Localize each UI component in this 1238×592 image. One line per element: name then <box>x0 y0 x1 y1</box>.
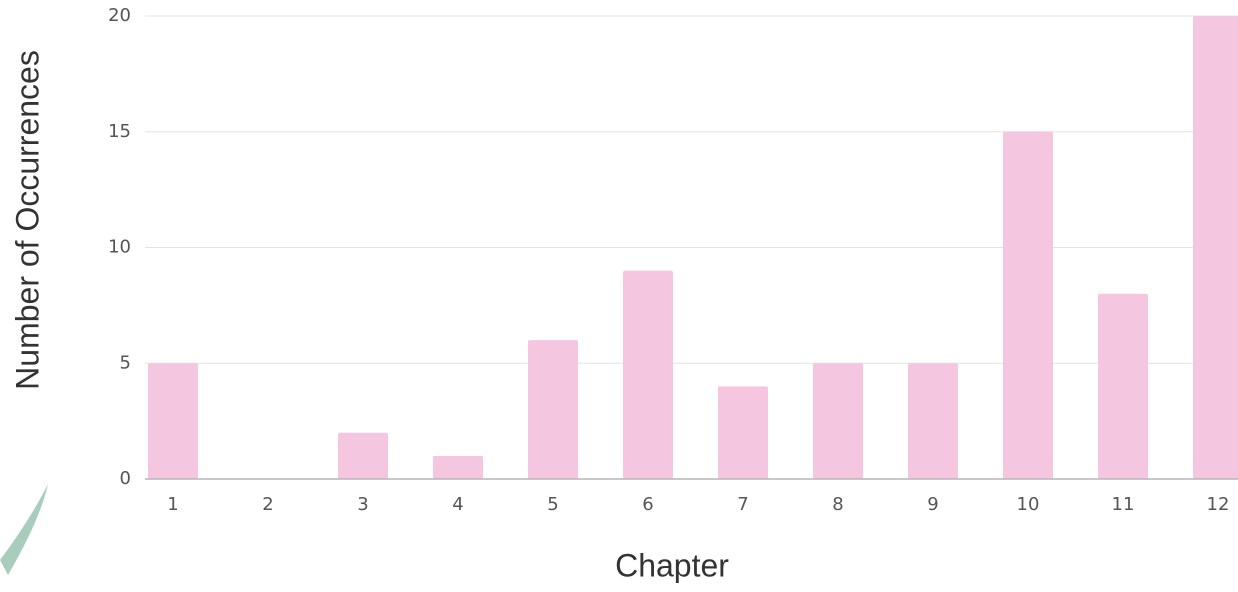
y-tick-label: 20 <box>108 5 131 26</box>
y-tick-label: 10 <box>108 237 131 258</box>
x-tick-label: 5 <box>547 494 558 515</box>
x-tick-label: 1 <box>167 494 178 515</box>
x-tick-label: 11 <box>1112 494 1135 515</box>
bar <box>338 432 388 479</box>
x-tick-label: 2 <box>262 494 273 515</box>
y-tick-label: 15 <box>108 121 131 142</box>
y-axis-title: Number of Occurrences <box>9 50 45 390</box>
x-tick-label: 7 <box>737 494 748 515</box>
x-tick-label: 8 <box>832 494 843 515</box>
x-tick-label: 12 <box>1207 494 1230 515</box>
leaf-decoration <box>0 484 48 575</box>
bar <box>908 363 958 479</box>
bar <box>433 455 483 479</box>
bar <box>528 340 578 479</box>
bar <box>1003 131 1053 479</box>
bar <box>148 363 198 479</box>
bar <box>623 270 673 479</box>
bar <box>1193 16 1238 479</box>
x-tick-label: 9 <box>927 494 938 515</box>
x-tick-label: 10 <box>1017 494 1040 515</box>
x-tick-label: 6 <box>642 494 653 515</box>
x-axis-title: Chapter <box>615 547 729 583</box>
bar <box>813 363 863 479</box>
x-tick-label: 3 <box>357 494 368 515</box>
x-tick-label: 4 <box>452 494 463 515</box>
bar <box>1098 293 1148 479</box>
y-tick-label: 0 <box>120 468 131 489</box>
y-tick-label: 5 <box>120 352 131 373</box>
bar <box>718 386 768 479</box>
